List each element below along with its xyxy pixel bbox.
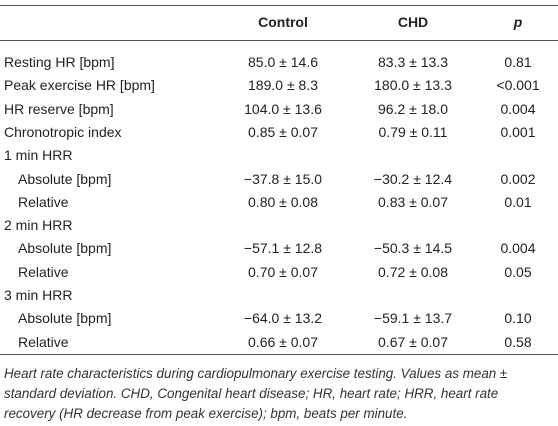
row-label: Chronotropic index [4,123,122,140]
table-cell: 0.66 ± 0.07 [248,333,318,350]
table-cell: 0.80 ± 0.08 [248,193,318,210]
table-cell: 104.0 ± 13.6 [244,100,322,117]
subrow-label: Relative [18,193,69,210]
table-bottom-rule [0,354,558,355]
column-header: p [513,14,523,30]
table-cell: 0.001 [500,123,536,140]
table-cell: 0.81 [504,54,532,70]
column-header: Control [258,14,308,30]
table-cell: −50.3 ± 14.5 [373,240,453,257]
row-label: 3 min HRR [4,287,73,303]
row-label: Peak exercise HR [bpm] [4,77,155,94]
table-cell: 189.0 ± 8.3 [248,77,318,94]
row-label: Resting HR [bpm] [4,54,115,70]
table-cell: 0.58 [504,333,532,350]
table-cell: 0.01 [504,193,532,210]
table-cell: 0.002 [500,170,536,187]
table-top-rule [0,5,558,6]
table-cell: 96.2 ± 18.0 [378,100,448,117]
table-cell: 0.10 [504,310,532,327]
table-cell: 0.79 ± 0.11 [378,123,448,140]
table-cell: 180.0 ± 13.3 [374,77,452,94]
subrow-label: Absolute [bpm] [18,170,112,187]
table-cell: −37.8 ± 15.0 [243,170,323,187]
table-cell: <0.001 [496,77,540,94]
row-label: 1 min HRR [4,147,73,164]
row-label: 2 min HRR [4,217,73,234]
header-rule [0,40,558,41]
table-cell: −30.2 ± 12.4 [373,170,453,187]
subrow-label: Absolute [bpm] [18,310,112,327]
table-cell: 0.004 [500,240,536,257]
table-cell: 0.05 [504,263,532,280]
table-cell: 83.3 ± 13.3 [378,54,448,70]
table-cell: 0.70 ± 0.07 [248,263,318,280]
caption: Heart rate characteristics during cardio… [4,366,508,421]
table-cell: −59.1 ± 13.7 [373,310,453,327]
column-header: CHD [397,14,429,30]
table-cell: 0.85 ± 0.07 [248,123,318,140]
subrow-label: Relative [18,333,69,350]
table-cell: 0.004 [500,100,536,117]
table-cell: −57.1 ± 12.8 [243,240,323,257]
subrow-label: Absolute [bpm] [18,240,112,257]
table-cell: 0.72 ± 0.08 [378,263,448,280]
table-cell: 0.83 ± 0.07 [378,193,448,210]
table-cell: −64.0 ± 13.2 [243,310,323,327]
table-cell: 85.0 ± 14.6 [248,54,318,70]
row-label: HR reserve [bpm] [4,100,114,117]
table-cell: 0.67 ± 0.07 [378,333,448,350]
subrow-label: Relative [18,263,69,280]
